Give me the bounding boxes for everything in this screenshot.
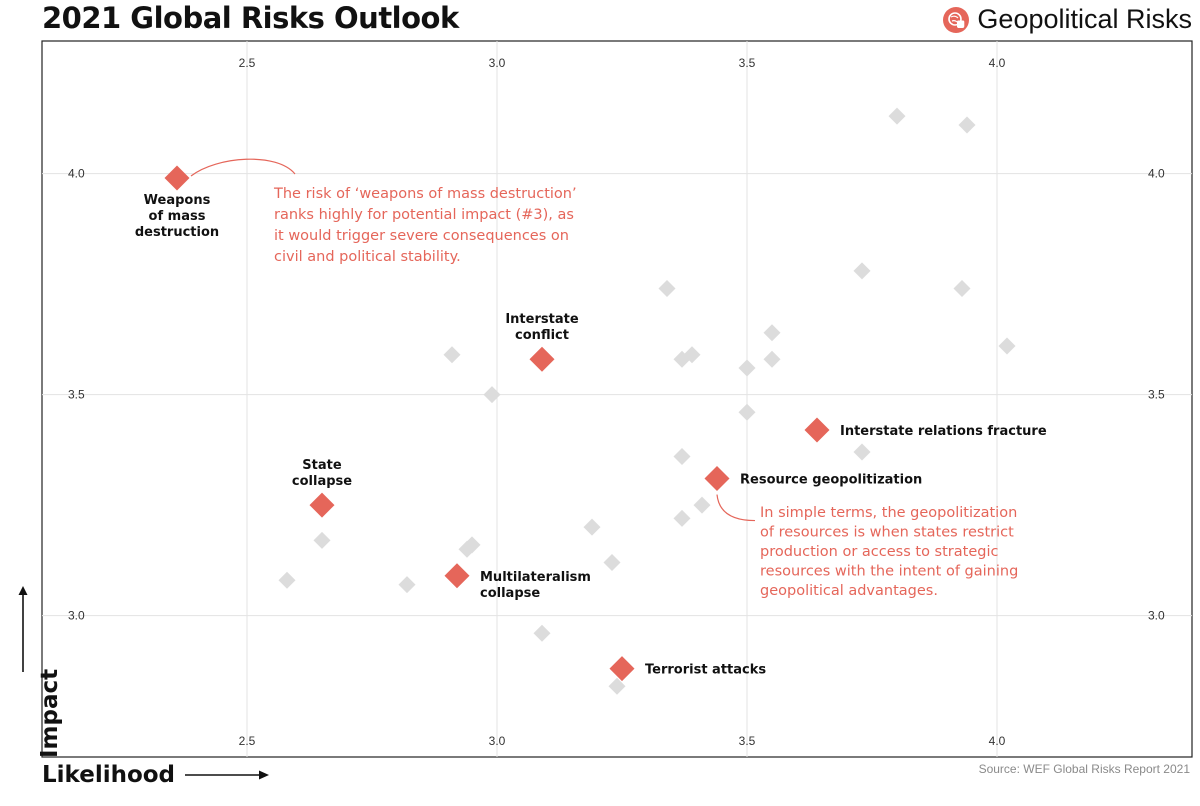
point-label-state-collapse: State collapse [292,458,352,489]
risk-point-multilateralism-collapse [444,563,470,589]
x-tick-label-top: 4.0 [989,56,1006,70]
risk-point-interstate-conflict [529,346,555,372]
x-tick-label-bottom: 4.0 [989,734,1006,748]
risk-point [888,107,906,125]
risk-point [608,677,626,695]
risk-point [998,337,1016,355]
source-note: Source: WEF Global Risks Report 2021 [978,762,1190,776]
x-axis-label: Likelihood [42,762,176,788]
risk-point [313,531,331,549]
risk-point [278,571,296,589]
risk-point [443,346,461,364]
risk-point [673,447,691,465]
risk-point [398,576,416,594]
point-label-weapons-of-mass-destruction: Weapons of mass destruction [135,193,219,240]
highlighted-risk-points [164,165,830,682]
risk-point-resource-geopolitization [704,466,730,492]
risk-point [953,280,971,298]
x-tick-label-top: 2.5 [239,56,256,70]
annotation-connectors [190,158,756,522]
risk-point [483,386,501,404]
y-tick-label-right: 3.0 [1148,609,1165,623]
category-label: Geopolitical Risks [977,4,1192,34]
point-label-interstate-conflict: Interstate conflict [505,312,578,343]
risk-point [738,359,756,377]
risk-point [533,624,551,642]
risk-point [603,554,621,572]
y-tick-label-left: 4.0 [68,167,85,181]
y-axis-title: Impact [6,586,63,760]
annotation-connector-resource [716,494,756,522]
risk-point [763,350,781,368]
y-tick-label-right: 4.0 [1148,167,1165,181]
category-badge: Geopolitical Risks [943,4,1192,35]
risk-point [583,518,601,536]
geopolitical-hand-icon [943,6,970,33]
risk-point [853,262,871,280]
x-tick-label-bottom: 2.5 [239,734,256,748]
x-tick-label-top: 3.0 [489,56,506,70]
x-axis-title: Likelihood [42,762,270,788]
y-axis-label: Impact [37,668,63,758]
risk-point [673,509,691,527]
point-label-interstate-relations-fracture: Interstate relations fracture [840,424,1047,439]
page-title: 2021 Global Risks Outlook [42,1,459,35]
risk-point [458,540,476,558]
y-tick-label-left: 3.5 [68,388,85,402]
x-tick-label-bottom: 3.5 [739,734,756,748]
plot-frame [41,40,1193,758]
point-labels: Weapons of mass destruction Interstate confl… [135,193,1047,678]
point-label-multilateralism-collapse: Multilateralism collapse [480,570,591,601]
x-tick-label-top: 3.5 [739,56,756,70]
point-label-terrorist-attacks: Terrorist attacks [645,663,766,678]
point-label-resource-geopolitization: Resource geopolitization [740,473,922,488]
annotation-weapons-of-mass-destruction: The risk of ‘weapons of mass destruction… [273,186,577,265]
gridlines [42,41,1192,757]
risk-point [738,403,756,421]
annotation-resource-geopolitization: In simple terms, the geopolitization of r… [760,505,1018,599]
annotation-connector-wmd [190,158,296,177]
risk-point-interstate-relations-fracture [804,417,830,443]
risk-point-terrorist-attacks [609,656,635,682]
annotations: The risk of ‘weapons of mass destruction… [273,186,1018,599]
risk-point [763,324,781,342]
risk-point [658,280,676,298]
y-tick-label-left: 3.0 [68,609,85,623]
risk-point [673,350,691,368]
risk-point-state-collapse [309,492,335,518]
x-axis-arrow-icon [185,770,270,780]
risk-point [853,443,871,461]
risk-point [958,116,976,134]
tick-labels: 2.5 2.5 3.0 3.0 3.5 3.5 4.0 4.0 3.0 3.0 3.5 3.5 4.0 4… [68,56,1165,748]
risk-point [693,496,711,514]
risk-point-weapons-of-mass-destruction [164,165,190,191]
y-tick-label-right: 3.5 [1148,388,1165,402]
other-risk-points [278,107,1016,695]
x-tick-label-bottom: 3.0 [489,734,506,748]
